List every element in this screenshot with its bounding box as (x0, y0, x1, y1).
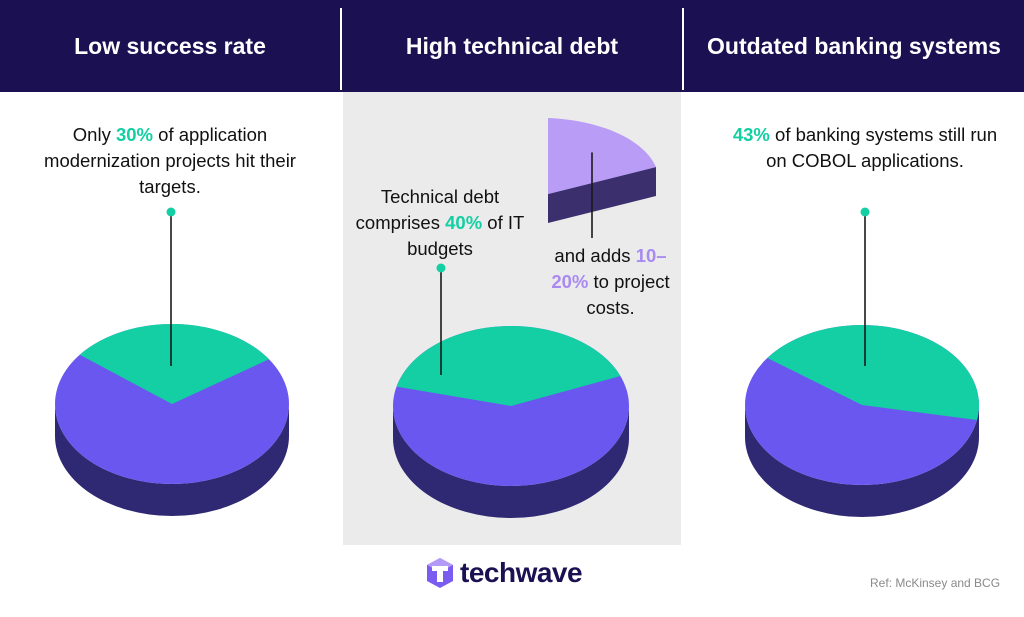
pie-side-1 (55, 404, 289, 516)
caption-text: of banking systems still run on COBOL ap… (766, 124, 998, 171)
caption-highlight-value: 40% (445, 212, 483, 233)
reference-note: Ref: McKinsey and BCG (870, 576, 1001, 590)
pie-slice-3-highlight (767, 325, 979, 420)
header-outdated-banking-systems: Outdated banking systems (707, 32, 1001, 59)
techwave-logo: techwave (426, 553, 583, 593)
header-divider (682, 8, 684, 90)
caption-success-rate: Only 30% of application modernization pr… (30, 122, 310, 200)
header-high-technical-debt: High technical debt (405, 32, 619, 59)
caption-text: of application modernization projects hi… (44, 124, 296, 197)
pie-side-2 (393, 406, 629, 518)
leader-line-technical-debt-dot (436, 263, 446, 273)
leader-line-project-costs-dot (587, 143, 597, 153)
pie-slice-2-highlight (396, 325, 621, 406)
caption-text: Technical debt comprises (355, 186, 500, 233)
caption-text: to project costs. (586, 271, 670, 318)
caption-technical-debt: Technical debt comprises 40% of IT budge… (350, 184, 530, 262)
leader-line-banking-systems-dot (860, 207, 870, 217)
extra-slice-side (548, 167, 656, 223)
caption-highlight-value: 43% (732, 124, 770, 145)
caption-banking-systems: 43% of banking systems still run on COBO… (730, 122, 1000, 174)
caption-text: and adds (554, 245, 636, 266)
header-divider (340, 8, 342, 90)
header-bar: Low success rate High technical debt Out… (0, 0, 1024, 92)
pie-side-3 (745, 405, 979, 517)
pie-slice-1-highlight (79, 324, 269, 404)
techwave-logo-icon (427, 558, 453, 588)
caption-highlight-value: 10–20% (551, 245, 667, 292)
header-low-success-rate: Low success rate (74, 32, 266, 59)
caption-text: Only (72, 124, 116, 145)
extra-slice-top (548, 118, 656, 194)
caption-text: of IT budgets (407, 212, 525, 259)
leader-line-success-rate-dot (166, 207, 176, 217)
caption-project-costs: and adds 10–20% to project costs. (538, 243, 683, 321)
techwave-logo-text: techwave (460, 557, 583, 588)
caption-highlight-value: 30% (115, 124, 154, 145)
